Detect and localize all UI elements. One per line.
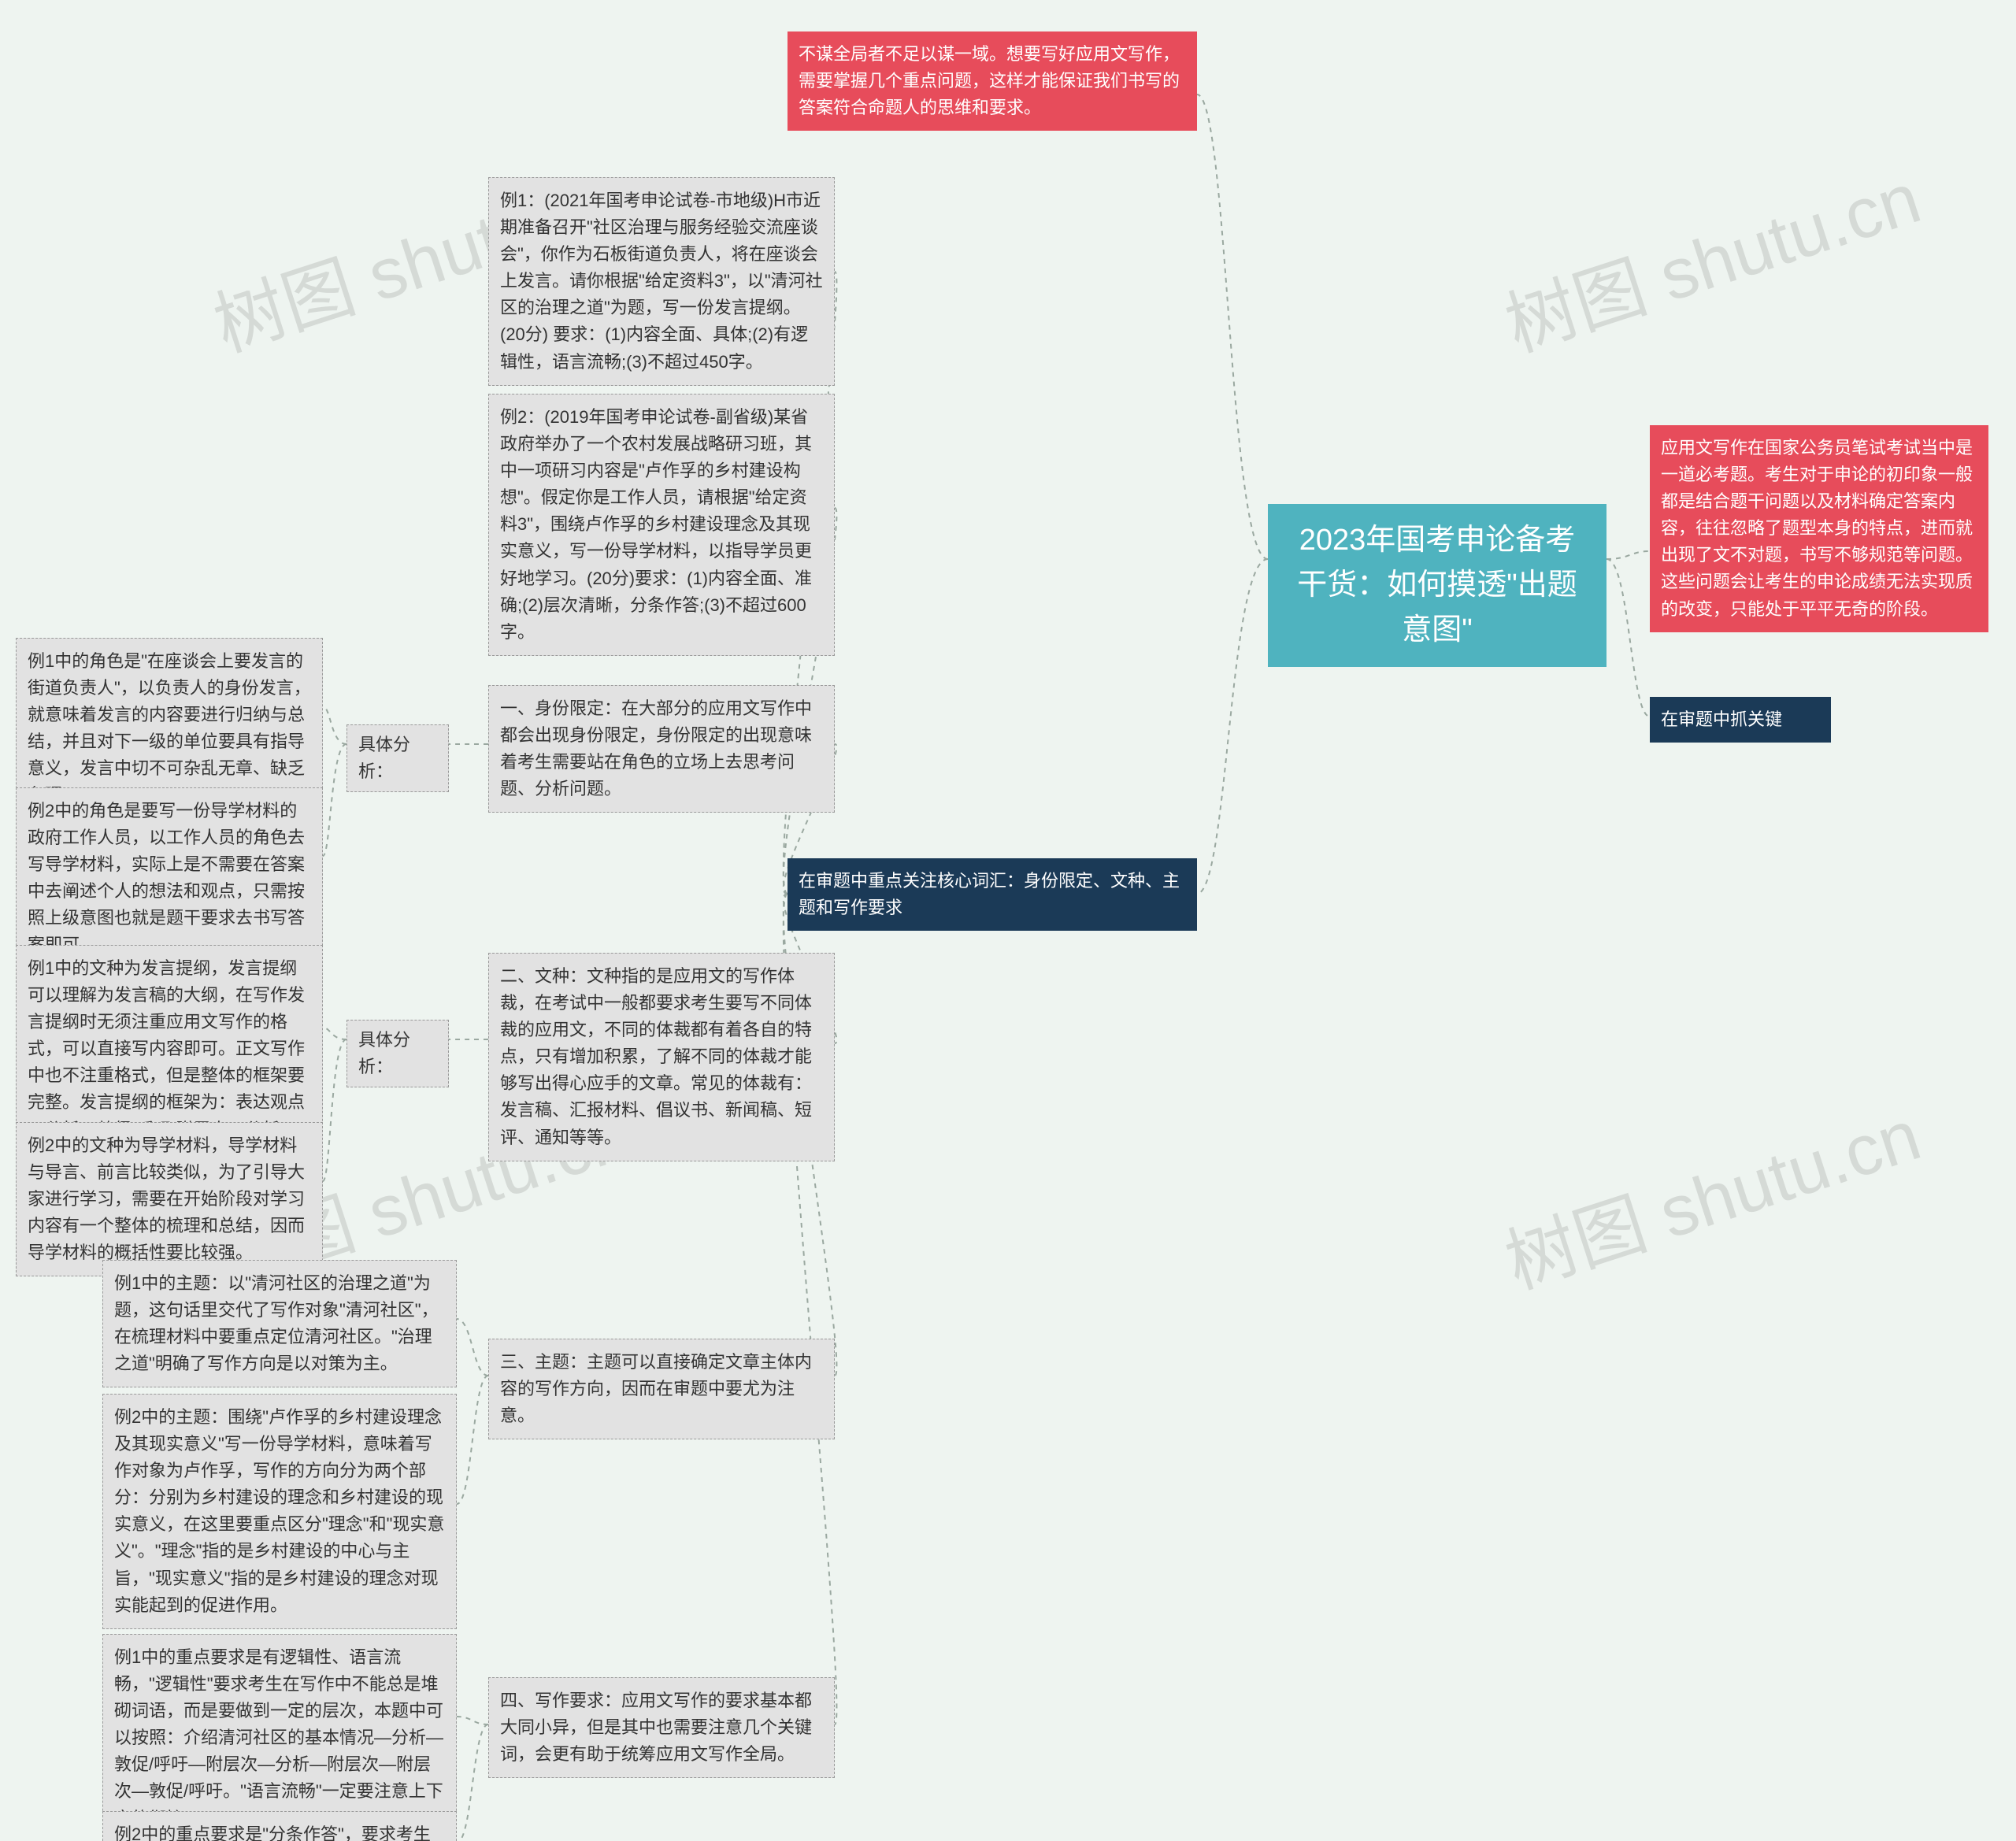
section-4-left-2: 例2中的重点要求是"分条作答"，要求考生在书写时一定要注意对内容要进行归纳整理。 <box>102 1811 457 1841</box>
context-red-box: 应用文写作在国家公务员笔试考试当中是一道必考题。考生对于申论的初印象一般都是结合… <box>1650 425 1988 632</box>
root-node: 2023年国考申论备考干货：如何摸透"出题意图" <box>1268 504 1606 667</box>
section-1-analysis-label: 具体分析： <box>346 724 449 792</box>
section-1-left-2: 例2中的角色是要写一份导学材料的政府工作人员，以工作人员的角色去写导学材料，实际… <box>16 787 323 969</box>
section-1-title: 一、身份限定：在大部分的应用文写作中都会出现身份限定，身份限定的出现意味着考生需… <box>488 685 835 813</box>
section-2-title: 二、文种：文种指的是应用文的写作体裁，在考试中一般都要求考生要写不同体裁的应用文… <box>488 953 835 1161</box>
intro-red-box: 不谋全局者不足以谋一域。想要写好应用文写作，需要掌握几个重点问题，这样才能保证我… <box>788 31 1197 131</box>
example-2: 例2：(2019年国考申论试卷-副省级)某省政府举办了一个农村发展战略研习班，其… <box>488 394 835 656</box>
watermark: 树图 shutu.cn <box>1491 1078 1931 1308</box>
core-vocab-navy: 在审题中重点关注核心词汇：身份限定、文种、主题和写作要求 <box>788 858 1197 931</box>
section-4-left-1: 例1中的重点要求是有逻辑性、语言流畅，"逻辑性"要求考生在写作中不能总是堆砌词语… <box>102 1634 457 1841</box>
section-4-title: 四、写作要求：应用文写作的要求基本都大同小异，但是其中也需要注意几个关键词，会更… <box>488 1677 835 1778</box>
section-3-title: 三、主题：主题可以直接确定文章主体内容的写作方向，因而在审题中要尤为注意。 <box>488 1339 835 1439</box>
section-3-left-1: 例1中的主题：以"清河社区的治理之道"为题，这句话里交代了写作对象"清河社区"，… <box>102 1260 457 1387</box>
section-2-analysis-label: 具体分析： <box>346 1020 449 1087</box>
key-point-navy: 在审题中抓关键 <box>1650 697 1831 743</box>
example-1: 例1：(2021年国考申论试卷-市地级)H市近期准备召开"社区治理与服务经验交流… <box>488 177 835 386</box>
section-3-left-2: 例2中的主题：围绕"卢作孚的乡村建设理念及其现实意义"写一份导学材料，意味着写作… <box>102 1394 457 1629</box>
watermark: 树图 shutu.cn <box>1491 141 1931 371</box>
section-2-left-2: 例2中的文种为导学材料，导学材料与导言、前言比较类似，为了引导大家进行学习，需要… <box>16 1122 323 1276</box>
